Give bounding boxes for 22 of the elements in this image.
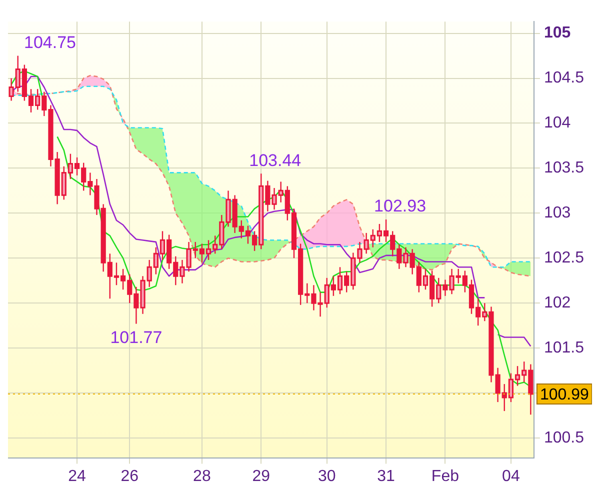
x-tick-label: 26 (120, 468, 139, 485)
y-tick-label: 104.5 (544, 70, 584, 87)
ref-line-label: 100.99 (540, 386, 589, 404)
y-tick-label: 103 (544, 204, 571, 222)
y-tick-label: 103.5 (544, 160, 584, 177)
x-tick-label: 30 (318, 468, 336, 485)
y-tick-label: 102 (544, 294, 571, 312)
y-tick-label: 102.5 (544, 250, 584, 267)
annotation: 103.44 (249, 150, 302, 170)
y-tick-label: 100.5 (544, 429, 584, 446)
annotation: 104.75 (24, 32, 76, 52)
y-tick-label: 101.5 (544, 339, 584, 356)
x-tick-label: 04 (502, 468, 520, 485)
x-tick-label: Feb (431, 468, 460, 485)
annotation: 102.93 (374, 196, 426, 216)
y-tick-label: 104 (544, 114, 571, 132)
y-tick-label: 105 (544, 24, 571, 42)
annotation: 101.77 (110, 328, 162, 347)
x-tick-label: 24 (68, 468, 86, 485)
x-tick-label: 28 (193, 468, 211, 485)
x-tick-label: 29 (252, 468, 270, 485)
x-tick-label: 31 (377, 468, 396, 485)
